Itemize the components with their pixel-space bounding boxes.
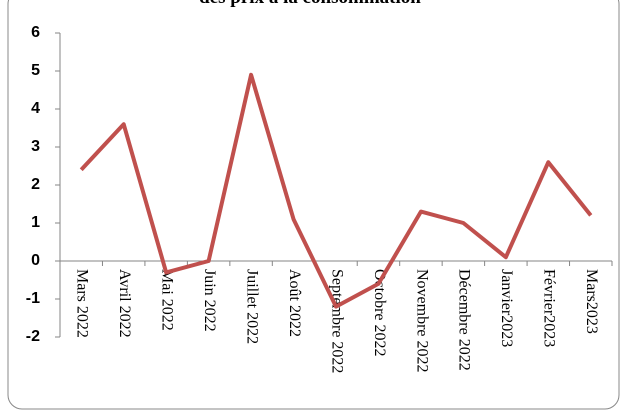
x-tick-label: Mars 2022 [74, 269, 91, 338]
x-tick-label: Juillet 2022 [243, 269, 260, 344]
y-tick-label: 0 [31, 252, 40, 269]
x-tick-label: Mars2023 [583, 269, 600, 334]
y-tick-label: -1 [26, 290, 40, 307]
y-tick-label: 1 [31, 214, 40, 231]
y-tick-label: 2 [31, 176, 40, 193]
y-tick-label: -2 [26, 328, 40, 345]
line-series [79, 72, 593, 309]
y-tick-label: 4 [31, 100, 40, 117]
x-tick-label: Février2023 [541, 269, 558, 347]
y-tick-label: 6 [31, 24, 40, 41]
y-tick-label: 3 [31, 138, 40, 155]
x-tick-label: Novembre 2022 [413, 269, 430, 373]
x-tick-label: Janvier2023 [498, 269, 515, 347]
x-tick-label: Décembre 2022 [456, 269, 473, 371]
chart-title: des prix à la consommation [199, 0, 421, 8]
x-tick-label: Mai 2022 [158, 269, 175, 331]
x-tick-label: Avril 2022 [116, 269, 133, 338]
chart-border [7, 0, 620, 410]
x-tick-label: Juin 2022 [201, 269, 218, 332]
x-tick-label: Septembre 2022 [328, 269, 345, 373]
y-tick-label: 5 [31, 62, 40, 79]
x-tick-label: Octobre 2022 [371, 269, 388, 357]
x-tick-label: Août 2022 [286, 269, 303, 337]
